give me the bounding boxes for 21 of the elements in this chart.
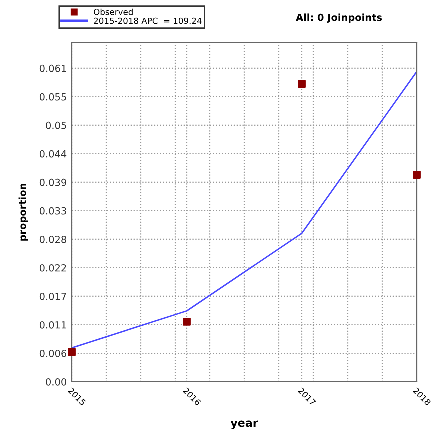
y-tick-label: 0.033 [40,207,66,215]
legend-label: Observed [94,8,133,16]
point [183,318,191,326]
point [298,80,306,88]
point [413,171,421,179]
y-tick-label: 0.017 [40,292,66,300]
y-tick-label: 0.028 [40,236,66,244]
chart-title: All: 0 Joinpoints [296,14,382,24]
y-tick-label: 0.061 [40,64,66,72]
point [68,348,76,356]
y-tick-label: 0.00 [46,378,66,386]
y-axis-title: proportion [18,184,28,241]
y-tick-label: 0.011 [40,321,66,329]
y-tick-label: 0.039 [40,178,66,186]
y-tick-label: 0.055 [40,93,66,101]
y-tick-label: 0.006 [40,350,67,358]
y-tick-label: 0.05 [46,122,66,130]
legend-label: 2015-2018 APC = 109.24 [94,18,202,24]
y-tick-label: 0.022 [40,264,66,272]
x-axis-title: year [230,420,258,430]
y-tick-label: 0.044 [40,150,67,158]
